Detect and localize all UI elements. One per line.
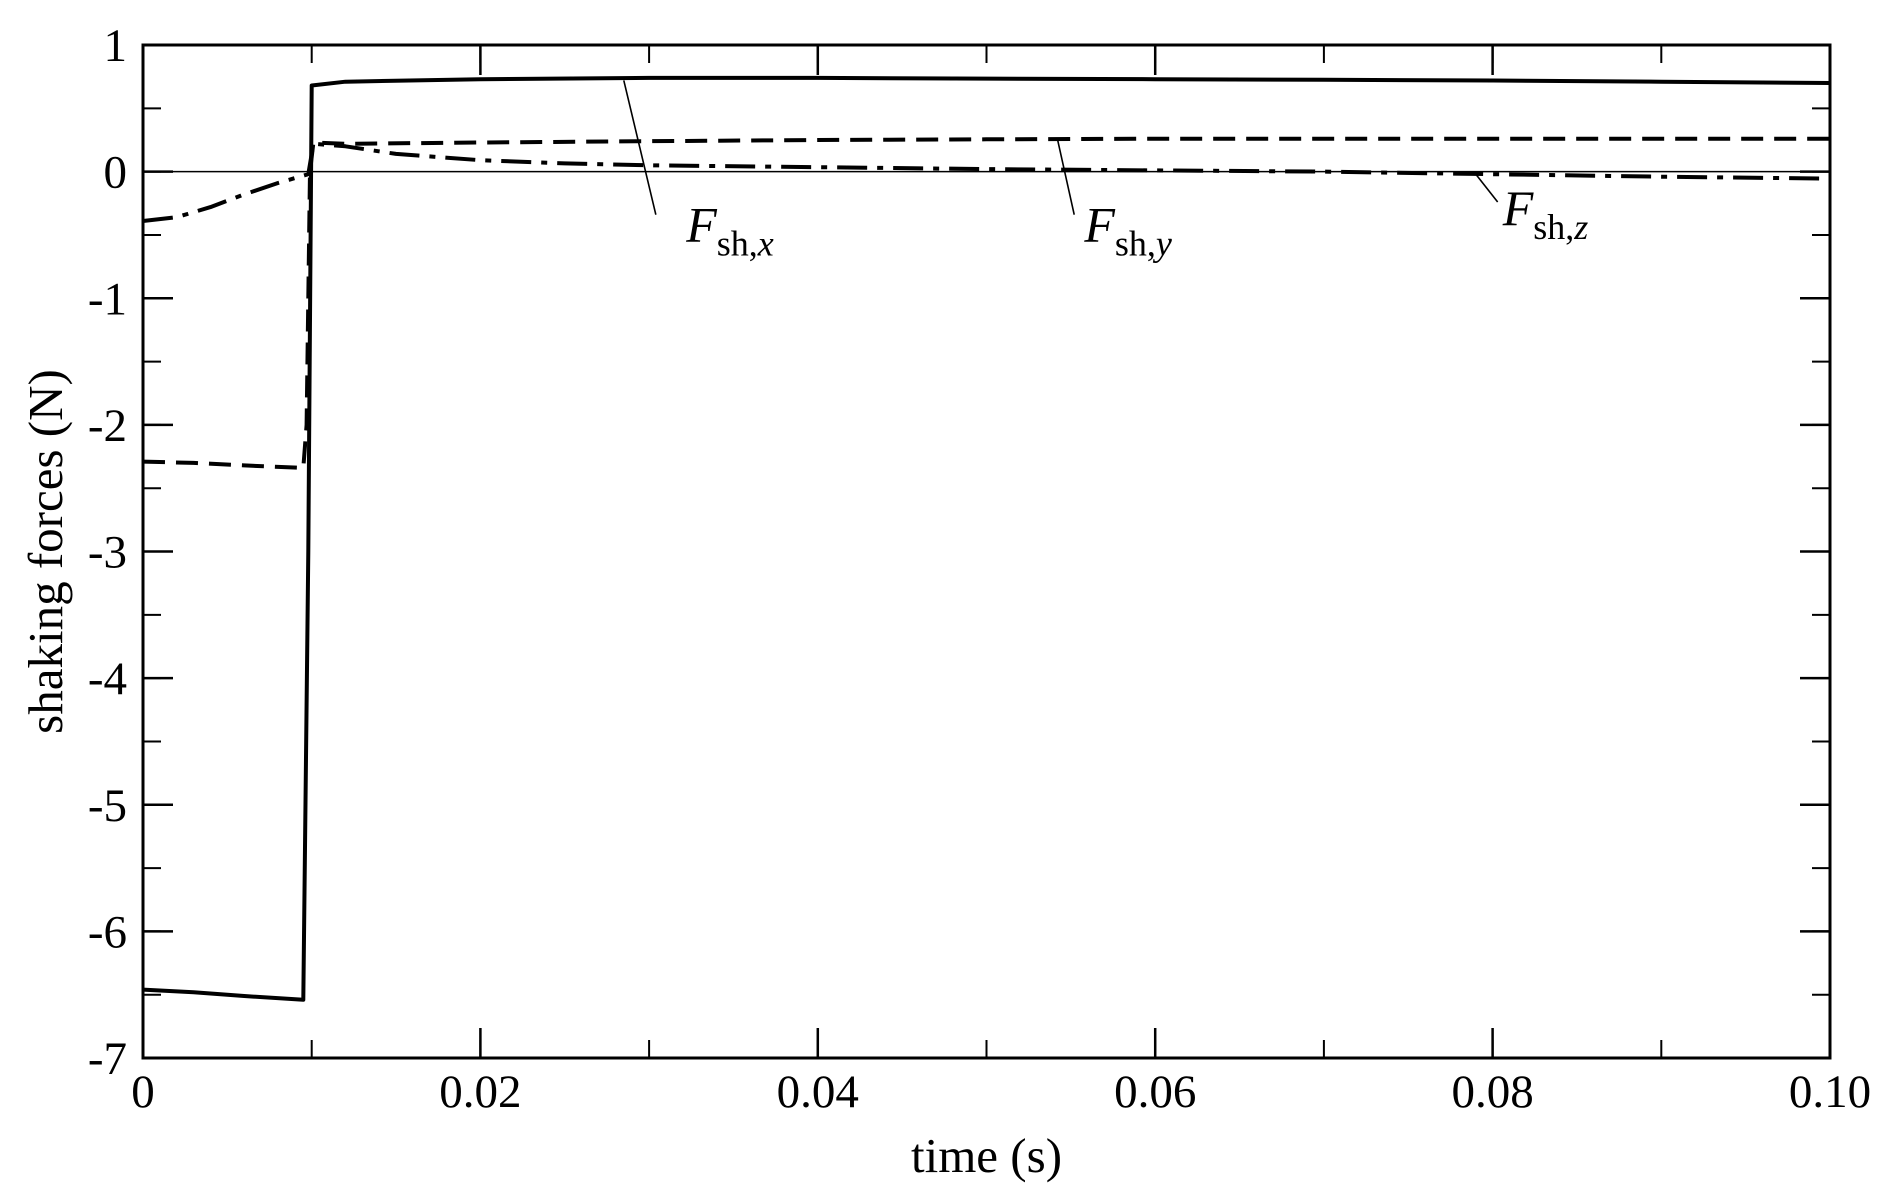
annotation-leader-line — [623, 80, 657, 215]
y-tick-label: -1 — [88, 273, 127, 325]
plot-frame — [141, 43, 1832, 1060]
y-axis-title: shaking forces (N) — [18, 369, 73, 734]
series-line-dashed — [142, 136, 1830, 470]
y-tick-label: -2 — [88, 400, 127, 452]
y-tick-label: 0 — [104, 147, 128, 199]
y-tick-label: -5 — [88, 780, 127, 832]
y-tick-label: -7 — [88, 1033, 127, 1085]
annotation-leader-line — [1056, 138, 1076, 215]
x-tick-label: 0.08 — [1451, 1066, 1533, 1118]
series-annotations: Fsh,x Fsh,y Fsh,z — [623, 80, 1589, 263]
tick-labels: 0 0.02 0.04 0.06 0.08 0.10 1 0 -1 -2 -3 -4 -5 -6 -7 — [88, 20, 1871, 1118]
y-tick-label: 1 — [104, 20, 128, 72]
minor-ticks — [143, 45, 1830, 1058]
x-tick-label: 0.06 — [1114, 1066, 1196, 1118]
x-tick-label: 0.04 — [777, 1066, 859, 1118]
x-axis-title: time (s) — [911, 1128, 1062, 1183]
series-lines — [142, 75, 1831, 1002]
x-tick-label: 0.02 — [439, 1066, 521, 1118]
major-ticks — [141, 43, 1832, 1060]
y-tick-label: -4 — [88, 653, 127, 705]
series-annotation-label: Fsh,z — [1502, 180, 1589, 247]
annotation-leader-line — [1475, 173, 1499, 203]
series-line-solid — [142, 75, 1831, 1002]
series-annotation-label: Fsh,y — [1083, 196, 1172, 263]
x-tick-label: 0.10 — [1789, 1066, 1871, 1118]
x-tick-label: 0 — [131, 1066, 155, 1118]
series-annotation-label: Fsh,x — [685, 196, 774, 263]
y-tick-label: -3 — [88, 527, 127, 579]
y-tick-label: -6 — [88, 906, 127, 958]
